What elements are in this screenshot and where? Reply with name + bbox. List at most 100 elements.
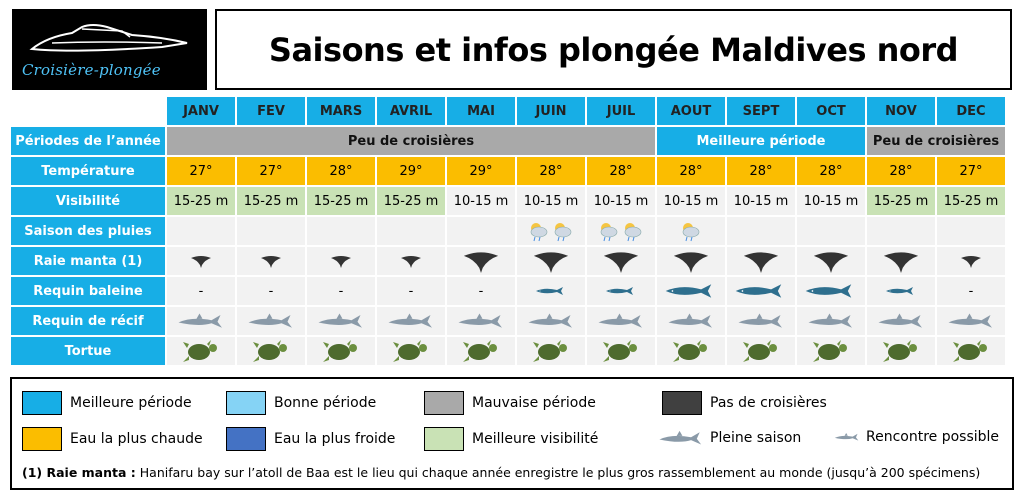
turtle-cell [867, 337, 935, 365]
whale-shark-large-icon [805, 284, 852, 298]
whaleshark-cell: - [377, 277, 445, 305]
corner-cell [11, 97, 165, 125]
manta-ray-large-icon [813, 252, 849, 273]
reef-shark-icon [458, 313, 502, 328]
title-box: Saisons et infos plongée Maldives nord [215, 9, 1012, 90]
temp-cell: 27° [937, 157, 1005, 185]
manta-cell [727, 247, 795, 275]
turtle-icon [253, 340, 287, 362]
legend-label: Pleine saison [710, 430, 802, 446]
legend-label: Meilleure visibilité [472, 431, 599, 447]
turtle-cell [377, 337, 445, 365]
boat-logo-icon [29, 24, 188, 52]
swatch-vis [424, 427, 464, 451]
turtle-cell [307, 337, 375, 365]
whaleshark-cell: - [167, 277, 235, 305]
manta-ray-small-icon [261, 256, 281, 268]
legend-label: Eau la plus chaude [70, 431, 203, 447]
footnote-title: (1) Raie manta : [22, 465, 136, 480]
periods-row: Périodes de l’année Peu de croisières Me… [11, 127, 1005, 155]
whaleshark-cell: - [447, 277, 515, 305]
whaleshark-cell [657, 277, 725, 305]
reef-shark-icon [668, 313, 712, 328]
reefshark-cell [657, 307, 725, 335]
whale-shark-small-icon [606, 287, 633, 295]
manta-cell [447, 247, 515, 275]
rain-cell [167, 217, 235, 245]
legend-warmest: Eau la plus chaude [22, 427, 203, 451]
month-header: NOV [867, 97, 935, 125]
legend-possible: Rencontre possible [834, 429, 999, 445]
shark-small-icon [834, 432, 859, 441]
turtle-icon [953, 340, 987, 362]
whaleshark-row: Requin baleine - - - - - - [11, 277, 1005, 305]
visibility-cell: 15-25 m [867, 187, 935, 215]
reef-shark-icon [878, 313, 922, 328]
reef-shark-icon [318, 313, 362, 328]
reefshark-cell [517, 307, 585, 335]
row-label-rain: Saison des pluies [11, 217, 165, 245]
turtle-icon [463, 340, 497, 362]
reefshark-cell [727, 307, 795, 335]
temperature-row: Température 27° 27° 28° 29° 29° 28° 28° … [11, 157, 1005, 185]
temp-cell: 28° [307, 157, 375, 185]
reefshark-row: Requin de récif [11, 307, 1005, 335]
turtle-cell [447, 337, 515, 365]
turtle-icon [813, 340, 847, 362]
legend-high-season: Pleine saison [658, 429, 801, 447]
turtle-icon [183, 340, 217, 362]
manta-ray-large-icon [533, 252, 569, 273]
rain-cell [447, 217, 515, 245]
legend-label: Eau la plus froide [274, 431, 396, 447]
turtle-row: Tortue [11, 337, 1005, 365]
reefshark-cell [937, 307, 1005, 335]
visibility-cell: 10-15 m [517, 187, 585, 215]
turtle-icon [393, 340, 427, 362]
rain-cloud-icon [600, 223, 642, 242]
manta-cell [517, 247, 585, 275]
whaleshark-cell [867, 277, 935, 305]
month-header: DEC [937, 97, 1005, 125]
reef-shark-icon [178, 313, 222, 328]
temp-cell: 28° [797, 157, 865, 185]
manta-cell [587, 247, 655, 275]
row-label-reefshark: Requin de récif [11, 307, 165, 335]
month-header: OCT [797, 97, 865, 125]
whaleshark-cell [727, 277, 795, 305]
whale-shark-small-icon [886, 287, 913, 295]
turtle-icon [323, 340, 357, 362]
legend-good-period: Bonne période [226, 391, 376, 415]
visibility-cell: 15-25 m [167, 187, 235, 215]
turtle-cell [657, 337, 725, 365]
month-header: AVRIL [377, 97, 445, 125]
legend-label: Pas de croisières [710, 395, 827, 411]
turtle-icon [673, 340, 707, 362]
visibility-cell: 15-25 m [937, 187, 1005, 215]
month-header: JUIL [587, 97, 655, 125]
rain-cell [797, 217, 865, 245]
rain-cell [867, 217, 935, 245]
whaleshark-cell: - [937, 277, 1005, 305]
row-label-turtle: Tortue [11, 337, 165, 365]
legend-best-period: Meilleure période [22, 391, 192, 415]
page-title: Saisons et infos plongée Maldives nord [268, 30, 959, 69]
temp-cell: 28° [517, 157, 585, 185]
turtle-icon [533, 340, 567, 362]
reef-shark-icon [528, 313, 572, 328]
visibility-cell: 15-25 m [237, 187, 305, 215]
month-header: FEV [237, 97, 305, 125]
turtle-cell [167, 337, 235, 365]
visibility-cell: 10-15 m [587, 187, 655, 215]
period-segment-low-end: Peu de croisières [867, 127, 1005, 155]
reef-shark-icon [808, 313, 852, 328]
month-header: JUIN [517, 97, 585, 125]
visibility-cell: 10-15 m [447, 187, 515, 215]
manta-ray-small-icon [961, 256, 981, 268]
temp-cell: 29° [377, 157, 445, 185]
footnote-text: Hanifaru bay sur l’atoll de Baa est le l… [135, 465, 981, 480]
rain-cell [657, 217, 725, 245]
row-label-periods: Périodes de l’année [11, 127, 165, 155]
rain-cell [307, 217, 375, 245]
swatch-good [226, 391, 266, 415]
legend-label: Rencontre possible [866, 429, 1000, 445]
